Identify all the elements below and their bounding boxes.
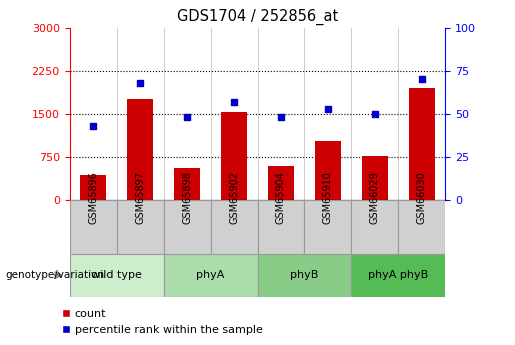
Point	[371, 111, 379, 117]
Text: GSM65910: GSM65910	[323, 171, 333, 224]
Text: genotype/variation: genotype/variation	[5, 270, 104, 280]
FancyBboxPatch shape	[399, 200, 445, 254]
FancyBboxPatch shape	[352, 200, 399, 254]
Point	[136, 80, 144, 86]
FancyBboxPatch shape	[164, 254, 258, 297]
Text: GSM65902: GSM65902	[229, 171, 239, 224]
Text: phyA phyB: phyA phyB	[368, 270, 428, 280]
Text: GSM65904: GSM65904	[276, 171, 286, 224]
Bar	[174, 168, 200, 200]
Text: GSM65897: GSM65897	[135, 171, 145, 224]
Text: GSM66030: GSM66030	[417, 171, 427, 224]
FancyBboxPatch shape	[258, 254, 352, 297]
Text: wild type: wild type	[91, 270, 142, 280]
Text: GSM66029: GSM66029	[370, 171, 380, 224]
FancyBboxPatch shape	[70, 200, 116, 254]
Bar	[221, 111, 247, 200]
Bar	[80, 175, 106, 200]
Point	[183, 115, 191, 120]
Point	[230, 99, 238, 105]
Bar	[362, 156, 388, 200]
Text: GSM65898: GSM65898	[182, 171, 192, 224]
Bar	[127, 99, 153, 200]
Point	[277, 115, 285, 120]
Text: GSM65896: GSM65896	[88, 171, 98, 224]
Point	[89, 123, 97, 129]
FancyBboxPatch shape	[352, 254, 445, 297]
Bar	[409, 88, 435, 200]
FancyBboxPatch shape	[258, 200, 304, 254]
Text: GDS1704 / 252856_at: GDS1704 / 252856_at	[177, 9, 338, 25]
Bar	[268, 166, 294, 200]
Bar	[315, 141, 341, 200]
FancyBboxPatch shape	[164, 200, 211, 254]
FancyBboxPatch shape	[116, 200, 164, 254]
FancyBboxPatch shape	[211, 200, 258, 254]
Text: phyA: phyA	[196, 270, 225, 280]
FancyBboxPatch shape	[70, 254, 164, 297]
Point	[324, 106, 332, 111]
Point	[418, 77, 426, 82]
FancyBboxPatch shape	[304, 200, 352, 254]
Text: phyB: phyB	[290, 270, 319, 280]
Legend: count, percentile rank within the sample: count, percentile rank within the sample	[57, 305, 267, 339]
